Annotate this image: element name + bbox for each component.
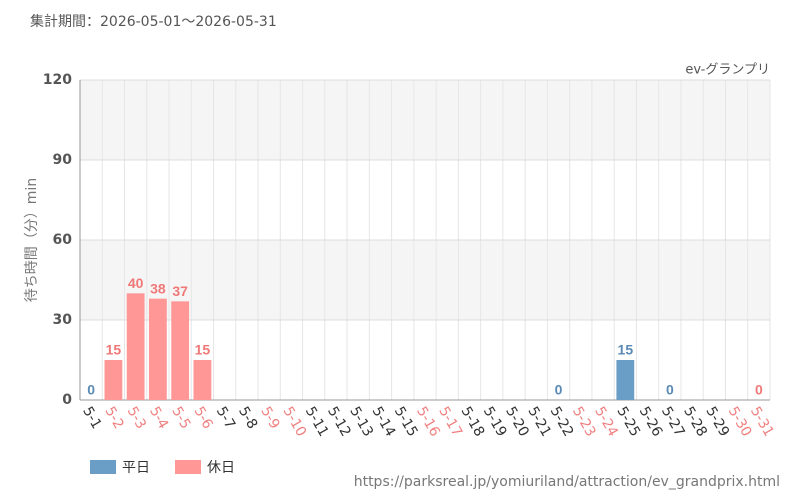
source-url: https://parksreal.jp/yomiuriland/attract… [354, 474, 780, 490]
value-label: 15 [618, 342, 634, 358]
bar [126, 293, 145, 400]
x-tick-label: 5-31 [747, 404, 777, 440]
x-tick-label: 5-3 [124, 404, 149, 432]
bar [149, 298, 167, 400]
value-label: 0 [666, 382, 674, 398]
x-tick-label: 5-5 [168, 404, 193, 432]
legend-label: 平日 [122, 460, 150, 476]
y-tick-label: 90 [53, 152, 73, 168]
x-tick-label: 5-4 [146, 404, 171, 432]
bar [104, 360, 123, 400]
grid-band [80, 80, 770, 160]
y-axis-label: 待ち時間（分）min [24, 178, 40, 302]
x-tick-label: 5-8 [235, 404, 260, 432]
period-header: 集計期間：2026-05-01～2026-05-31 [30, 13, 277, 30]
value-label: 0 [755, 382, 763, 398]
value-label: 0 [87, 382, 95, 398]
legend-label: 休日 [207, 460, 235, 476]
bar [616, 360, 635, 400]
x-tick-label: 5-9 [257, 404, 282, 432]
y-tick-label: 60 [53, 232, 73, 248]
y-tick-label: 120 [43, 72, 72, 88]
chart-subtitle: ev-グランプリ [685, 63, 770, 78]
value-label: 38 [150, 280, 166, 296]
value-label: 0 [555, 382, 563, 398]
legend-swatch [175, 460, 201, 474]
value-label: 37 [172, 283, 188, 299]
y-tick-label: 30 [53, 312, 73, 328]
x-tick-label: 5-2 [101, 404, 126, 432]
bar [193, 360, 212, 400]
legend-swatch [90, 460, 116, 474]
x-tick-label: 5-7 [213, 404, 238, 432]
x-tick-label: 5-6 [190, 404, 215, 432]
value-label: 15 [106, 342, 122, 358]
grid-band [80, 240, 770, 320]
bar [171, 301, 190, 400]
y-tick-label: 0 [62, 392, 72, 408]
value-label: 15 [195, 342, 211, 358]
x-tick-label: 5-1 [79, 404, 104, 432]
value-label: 40 [128, 275, 144, 291]
